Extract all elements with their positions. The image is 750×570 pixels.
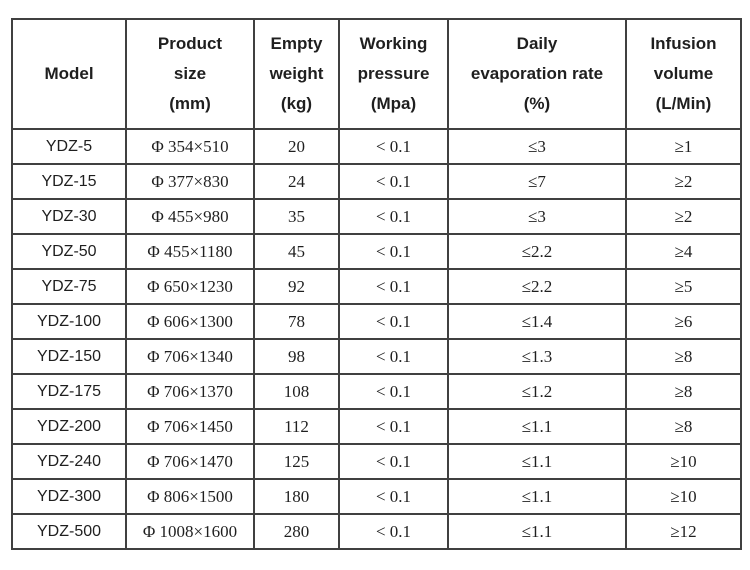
- model-cell: YDZ-500: [11, 513, 127, 550]
- value-cell: < 0.1: [338, 408, 449, 445]
- value-cell: 20: [253, 128, 340, 165]
- table-body: YDZ-5 Φ 354×510 20 < 0.1 ≤3 ≥1 YDZ-15 Φ 377×830…: [11, 128, 742, 550]
- value-cell: ≤2.2: [447, 233, 627, 270]
- column-header-empty-weight: Empty weight (kg): [253, 18, 340, 130]
- value-cell: 180: [253, 478, 340, 515]
- value-cell: Φ 706×1340: [125, 338, 255, 375]
- value-cell: 78: [253, 303, 340, 340]
- table-row: YDZ-300 Φ 806×1500 180 < 0.1 ≤1.1 ≥10: [11, 478, 742, 515]
- value-cell: Φ 455×1180: [125, 233, 255, 270]
- table-row: YDZ-100 Φ 606×1300 78 < 0.1 ≤1.4 ≥6: [11, 303, 742, 340]
- value-cell: ≤7: [447, 163, 627, 200]
- value-cell: ≥8: [625, 338, 742, 375]
- value-cell: < 0.1: [338, 128, 449, 165]
- value-cell: 108: [253, 373, 340, 410]
- table-row: YDZ-175 Φ 706×1370 108 < 0.1 ≤1.2 ≥8: [11, 373, 742, 410]
- table-row: YDZ-50 Φ 455×1180 45 < 0.1 ≤2.2 ≥4: [11, 233, 742, 270]
- table-header: Model Product size (mm) Empty weight (kg…: [11, 18, 742, 130]
- table-row: YDZ-30 Φ 455×980 35 < 0.1 ≤3 ≥2: [11, 198, 742, 235]
- column-header-working-pressure: Working pressure (Mpa): [338, 18, 449, 130]
- value-cell: Φ 1008×1600: [125, 513, 255, 550]
- value-cell: 112: [253, 408, 340, 445]
- column-header-evaporation-rate: Daily evaporation rate (%): [447, 18, 627, 130]
- value-cell: ≥6: [625, 303, 742, 340]
- model-cell: YDZ-150: [11, 338, 127, 375]
- value-cell: Φ 706×1450: [125, 408, 255, 445]
- value-cell: Φ 650×1230: [125, 268, 255, 305]
- value-cell: < 0.1: [338, 443, 449, 480]
- value-cell: ≥4: [625, 233, 742, 270]
- value-cell: ≥1: [625, 128, 742, 165]
- model-cell: YDZ-5: [11, 128, 127, 165]
- value-cell: Φ 706×1370: [125, 373, 255, 410]
- value-cell: ≤1.4: [447, 303, 627, 340]
- value-cell: ≥8: [625, 408, 742, 445]
- value-cell: ≤2.2: [447, 268, 627, 305]
- model-cell: YDZ-15: [11, 163, 127, 200]
- value-cell: ≥2: [625, 198, 742, 235]
- value-cell: ≥10: [625, 478, 742, 515]
- value-cell: ≤1.1: [447, 443, 627, 480]
- table-row: YDZ-75 Φ 650×1230 92 < 0.1 ≤2.2 ≥5: [11, 268, 742, 305]
- table-row: YDZ-500 Φ 1008×1600 280 < 0.1 ≤1.1 ≥12: [11, 513, 742, 550]
- table-row: YDZ-150 Φ 706×1340 98 < 0.1 ≤1.3 ≥8: [11, 338, 742, 375]
- column-header-product-size: Product size (mm): [125, 18, 255, 130]
- value-cell: < 0.1: [338, 478, 449, 515]
- value-cell: ≥2: [625, 163, 742, 200]
- value-cell: ≥10: [625, 443, 742, 480]
- table-row: YDZ-15 Φ 377×830 24 < 0.1 ≤7 ≥2: [11, 163, 742, 200]
- table-row: YDZ-5 Φ 354×510 20 < 0.1 ≤3 ≥1: [11, 128, 742, 165]
- value-cell: Φ 806×1500: [125, 478, 255, 515]
- value-cell: 45: [253, 233, 340, 270]
- value-cell: ≤3: [447, 198, 627, 235]
- value-cell: ≤1.1: [447, 513, 627, 550]
- value-cell: ≤3: [447, 128, 627, 165]
- model-cell: YDZ-100: [11, 303, 127, 340]
- value-cell: Φ 354×510: [125, 128, 255, 165]
- spec-table-container: Model Product size (mm) Empty weight (kg…: [11, 18, 742, 550]
- value-cell: ≥8: [625, 373, 742, 410]
- value-cell: 92: [253, 268, 340, 305]
- table-row: YDZ-200 Φ 706×1450 112 < 0.1 ≤1.1 ≥8: [11, 408, 742, 445]
- value-cell: 280: [253, 513, 340, 550]
- value-cell: < 0.1: [338, 198, 449, 235]
- value-cell: ≤1.2: [447, 373, 627, 410]
- spec-table: Model Product size (mm) Empty weight (kg…: [11, 18, 742, 550]
- header-row: Model Product size (mm) Empty weight (kg…: [11, 18, 742, 130]
- value-cell: < 0.1: [338, 163, 449, 200]
- model-cell: YDZ-50: [11, 233, 127, 270]
- value-cell: 35: [253, 198, 340, 235]
- value-cell: < 0.1: [338, 233, 449, 270]
- value-cell: 98: [253, 338, 340, 375]
- value-cell: Φ 377×830: [125, 163, 255, 200]
- value-cell: ≤1.3: [447, 338, 627, 375]
- column-header-model: Model: [11, 18, 127, 130]
- value-cell: ≤1.1: [447, 408, 627, 445]
- model-cell: YDZ-200: [11, 408, 127, 445]
- model-cell: YDZ-75: [11, 268, 127, 305]
- value-cell: ≥5: [625, 268, 742, 305]
- value-cell: < 0.1: [338, 373, 449, 410]
- value-cell: 24: [253, 163, 340, 200]
- value-cell: < 0.1: [338, 513, 449, 550]
- column-header-infusion-volume: Infusion volume (L/Min): [625, 18, 742, 130]
- table-row: YDZ-240 Φ 706×1470 125 < 0.1 ≤1.1 ≥10: [11, 443, 742, 480]
- value-cell: < 0.1: [338, 338, 449, 375]
- value-cell: ≥12: [625, 513, 742, 550]
- value-cell: Φ 606×1300: [125, 303, 255, 340]
- model-cell: YDZ-240: [11, 443, 127, 480]
- model-cell: YDZ-300: [11, 478, 127, 515]
- value-cell: 125: [253, 443, 340, 480]
- value-cell: Φ 706×1470: [125, 443, 255, 480]
- value-cell: < 0.1: [338, 268, 449, 305]
- model-cell: YDZ-175: [11, 373, 127, 410]
- model-cell: YDZ-30: [11, 198, 127, 235]
- value-cell: < 0.1: [338, 303, 449, 340]
- value-cell: Φ 455×980: [125, 198, 255, 235]
- value-cell: ≤1.1: [447, 478, 627, 515]
